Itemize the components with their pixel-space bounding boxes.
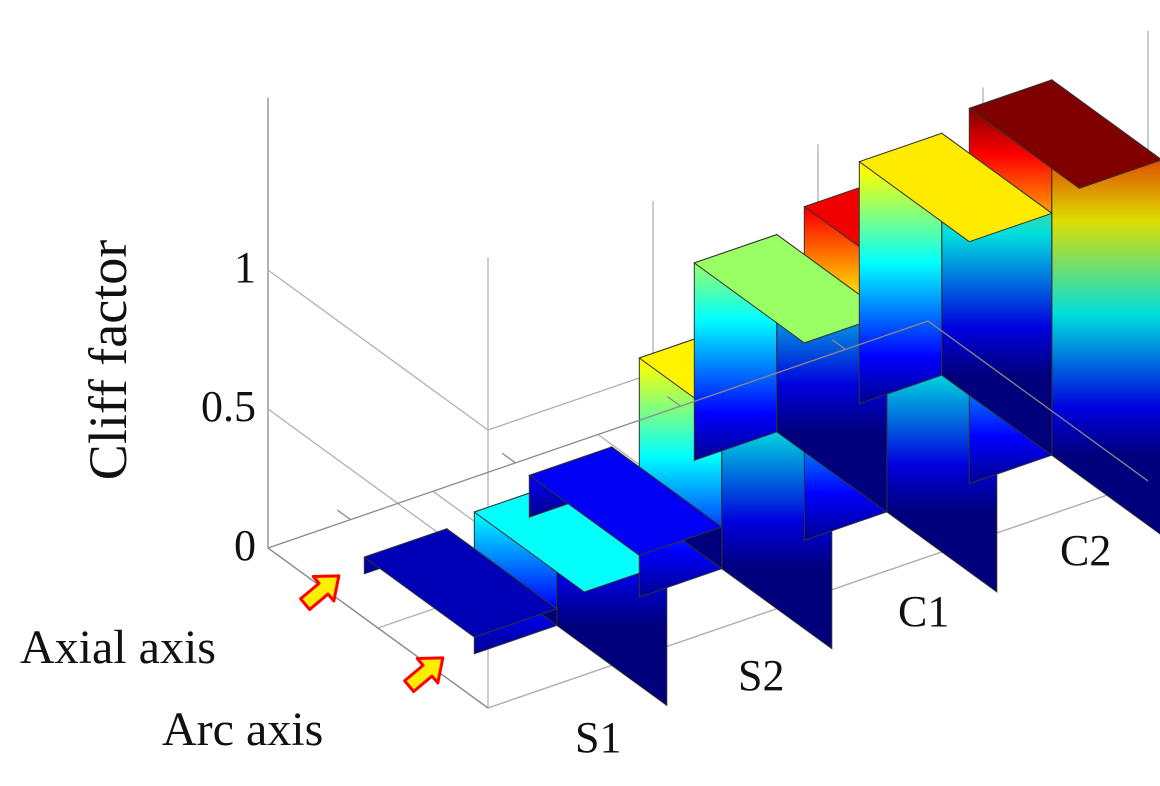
tick-x xyxy=(336,509,351,521)
bar-top-face xyxy=(858,132,1053,243)
bar-axial-axis-c2 xyxy=(968,78,1160,535)
bar-side-shade xyxy=(1051,79,1160,534)
tick-x xyxy=(831,339,846,350)
category-label-s1: S1 xyxy=(575,713,621,762)
tick-x xyxy=(501,452,516,464)
tick-label-z: 0.5 xyxy=(201,382,256,431)
arrow-icon xyxy=(403,656,445,694)
bar-top-face xyxy=(528,446,723,556)
tick-label-z: 1 xyxy=(234,243,256,292)
category-label-c2: C2 xyxy=(1060,526,1111,575)
tick-x xyxy=(666,395,681,407)
bar-top-face xyxy=(363,528,558,638)
category-label-c1: C1 xyxy=(898,587,949,636)
series-label-axial-axis: Axial axis xyxy=(20,621,216,674)
bar-arc-axis-s1 xyxy=(363,527,558,638)
bar-side-face xyxy=(1051,78,1160,535)
bar-arc-axis-s2 xyxy=(528,446,723,570)
series-label-arc-axis: Arc axis xyxy=(162,703,323,756)
bar-top-face xyxy=(968,79,1160,189)
bars xyxy=(363,78,1160,707)
tick-label-z: 0 xyxy=(234,521,256,570)
axis-label-y: Cliff factor xyxy=(78,240,138,480)
axis-floor-left xyxy=(267,547,489,709)
frame-front xyxy=(267,320,1149,709)
category-label-s2: S2 xyxy=(738,651,784,700)
axis-floor-front xyxy=(267,320,1149,549)
arrow-icon xyxy=(299,574,341,612)
bar-arc-axis-c2 xyxy=(858,132,1053,457)
labels: 0 0.5 1 Cliff factor S1 S2 C1 C2 Axial axis Arc a… xyxy=(20,240,1111,762)
